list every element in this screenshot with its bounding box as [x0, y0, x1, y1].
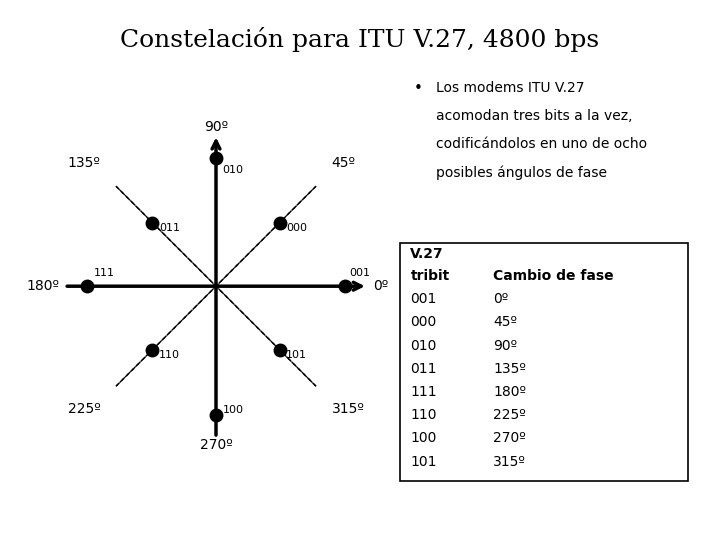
Text: Los modems ITU V.27: Los modems ITU V.27 — [436, 81, 584, 95]
Text: 225º: 225º — [493, 408, 526, 422]
Text: 315º: 315º — [332, 402, 364, 416]
Text: 101: 101 — [410, 455, 437, 469]
Text: 45º: 45º — [493, 315, 517, 329]
Text: Constelación para ITU V.27, 4800 bps: Constelación para ITU V.27, 4800 bps — [120, 27, 600, 52]
Text: posibles ángulos de fase: posibles ángulos de fase — [436, 165, 606, 180]
Text: tribit: tribit — [410, 269, 450, 283]
Text: 270º: 270º — [493, 431, 526, 446]
Text: 135º: 135º — [68, 157, 100, 171]
Text: codificándolos en uno de ocho: codificándolos en uno de ocho — [436, 137, 647, 151]
Text: 100: 100 — [222, 404, 243, 415]
Text: 011: 011 — [410, 362, 437, 376]
Text: 90º: 90º — [493, 339, 518, 353]
Text: 111: 111 — [410, 385, 437, 399]
Text: 000: 000 — [410, 315, 436, 329]
Text: 45º: 45º — [332, 157, 356, 171]
Text: 90º: 90º — [204, 120, 228, 134]
Text: 100: 100 — [410, 431, 437, 446]
Text: 180º: 180º — [26, 279, 59, 293]
Text: 0º: 0º — [373, 279, 388, 293]
Text: 010: 010 — [410, 339, 437, 353]
Text: 001: 001 — [410, 292, 437, 306]
Text: 000: 000 — [286, 222, 307, 233]
Text: 315º: 315º — [493, 455, 526, 469]
Text: 0º: 0º — [493, 292, 508, 306]
Text: 011: 011 — [159, 222, 180, 233]
Text: 010: 010 — [222, 165, 243, 176]
Text: 001: 001 — [350, 268, 371, 278]
Text: Cambio de fase: Cambio de fase — [493, 269, 614, 283]
Text: 225º: 225º — [68, 402, 100, 416]
Text: 135º: 135º — [493, 362, 526, 376]
Text: acomodan tres bits a la vez,: acomodan tres bits a la vez, — [436, 109, 632, 123]
Text: 270º: 270º — [199, 438, 233, 452]
Text: 180º: 180º — [493, 385, 526, 399]
Text: 110: 110 — [159, 350, 180, 360]
Text: 110: 110 — [410, 408, 437, 422]
Text: V.27: V.27 — [410, 247, 444, 261]
Text: 101: 101 — [286, 350, 307, 360]
Text: •: • — [414, 81, 423, 96]
Text: 111: 111 — [94, 268, 115, 278]
